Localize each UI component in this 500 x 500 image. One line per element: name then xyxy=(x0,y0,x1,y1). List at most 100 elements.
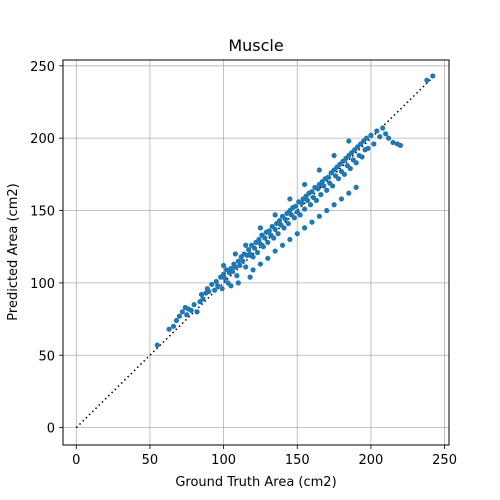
chart-title: Muscle xyxy=(228,36,283,55)
scatter-point xyxy=(377,134,383,140)
scatter-point xyxy=(257,225,264,231)
scatter-point xyxy=(256,236,262,243)
scatter-point xyxy=(331,202,337,208)
scatter-point xyxy=(371,141,377,147)
scatter-point xyxy=(380,125,386,131)
x-tick-label: 250 xyxy=(432,453,457,468)
scatter-point xyxy=(330,183,336,189)
scatter-point xyxy=(335,176,342,182)
scatter-point xyxy=(309,219,315,225)
scatter-point xyxy=(250,267,256,273)
scatter-point xyxy=(302,206,308,212)
scatter-point xyxy=(235,280,241,286)
scatter-point xyxy=(331,152,337,159)
scatter-point xyxy=(315,186,321,192)
scatter-point xyxy=(272,212,278,218)
scatter-point xyxy=(347,165,353,172)
scatter-point xyxy=(346,190,352,196)
x-tick-label: 50 xyxy=(142,453,159,468)
scatter-point xyxy=(265,239,271,245)
y-tick-label: 100 xyxy=(30,277,55,292)
scatter-point xyxy=(240,258,246,264)
scatter-point xyxy=(184,312,190,318)
scatter-point xyxy=(313,197,320,203)
scatter-point xyxy=(279,242,286,248)
x-tick-label: 0 xyxy=(72,453,80,468)
scatter-point xyxy=(170,323,177,329)
y-tick-label: 150 xyxy=(30,205,55,220)
scatter-point xyxy=(260,244,266,250)
scatter-point xyxy=(250,254,256,260)
scatter-point xyxy=(254,249,261,256)
scatter-point xyxy=(228,283,234,289)
scatter-point xyxy=(297,212,303,218)
scatter-point xyxy=(285,220,292,227)
scatter-point xyxy=(338,196,345,202)
scatter-point xyxy=(324,207,330,214)
reference-line-group xyxy=(75,76,434,429)
scatter-point xyxy=(365,145,371,151)
scatter-point xyxy=(266,228,272,234)
scatter-point xyxy=(368,132,374,138)
scatter-point xyxy=(215,283,221,289)
y-tick-label: 250 xyxy=(30,60,55,75)
scatter-point xyxy=(154,342,160,348)
scatter-point xyxy=(257,261,264,267)
identity-reference-line xyxy=(75,76,434,429)
scatter-point xyxy=(246,247,252,253)
scatter-point xyxy=(374,128,380,134)
scatter-point xyxy=(220,271,227,277)
scatter-point xyxy=(272,248,278,254)
scatter-point xyxy=(194,309,200,315)
scatter-point xyxy=(232,251,238,257)
scatter-point xyxy=(302,225,308,231)
scatter-point xyxy=(209,281,215,287)
scatter-point xyxy=(276,218,283,224)
scatter-point xyxy=(271,235,277,241)
scatter-point xyxy=(281,225,287,231)
scatter-point xyxy=(219,286,225,292)
scatter-point xyxy=(166,326,172,332)
scatter-point xyxy=(341,171,347,177)
scatter-point xyxy=(287,236,293,243)
scatter-point xyxy=(272,226,278,232)
scatter-point xyxy=(275,231,281,237)
scatter-point xyxy=(321,183,327,189)
scatter-point xyxy=(198,291,205,298)
grid xyxy=(63,60,449,445)
plot-frame xyxy=(62,59,450,446)
data-points xyxy=(154,73,436,348)
scatter-point xyxy=(176,313,182,319)
scatter-point xyxy=(234,273,240,279)
scatter-point xyxy=(302,181,308,188)
scatter-point xyxy=(243,264,249,270)
scatter-point xyxy=(212,287,218,293)
scatter-point xyxy=(309,189,315,195)
scatter-point xyxy=(293,203,299,209)
scatter-point xyxy=(206,288,212,295)
scatter-point xyxy=(353,160,359,166)
scatter-point xyxy=(397,142,403,148)
x-tick-label: 200 xyxy=(359,453,384,468)
scatter-point xyxy=(232,264,238,270)
scatter-point xyxy=(213,278,219,285)
scatter-point xyxy=(299,200,305,206)
scatter-point xyxy=(359,154,365,160)
scatter-point xyxy=(324,187,330,193)
y-tick-label: 0 xyxy=(47,422,55,437)
scatter-point xyxy=(191,302,197,308)
scatter-point xyxy=(294,231,300,237)
scatter-point xyxy=(325,174,331,180)
scatter-point xyxy=(247,274,253,280)
scatter-point xyxy=(173,317,180,324)
scatter-point xyxy=(282,216,289,222)
scatter-point xyxy=(385,135,392,141)
scatter-point xyxy=(265,255,271,261)
scatter-point xyxy=(229,268,236,274)
scatter-point xyxy=(316,213,322,219)
scatter-point xyxy=(383,131,389,137)
x-axis-label: Ground Truth Area (cm2) xyxy=(175,475,336,490)
scatter-point xyxy=(235,258,241,264)
y-axis-ticks: 0 50 100 150 200 250 xyxy=(30,60,63,437)
